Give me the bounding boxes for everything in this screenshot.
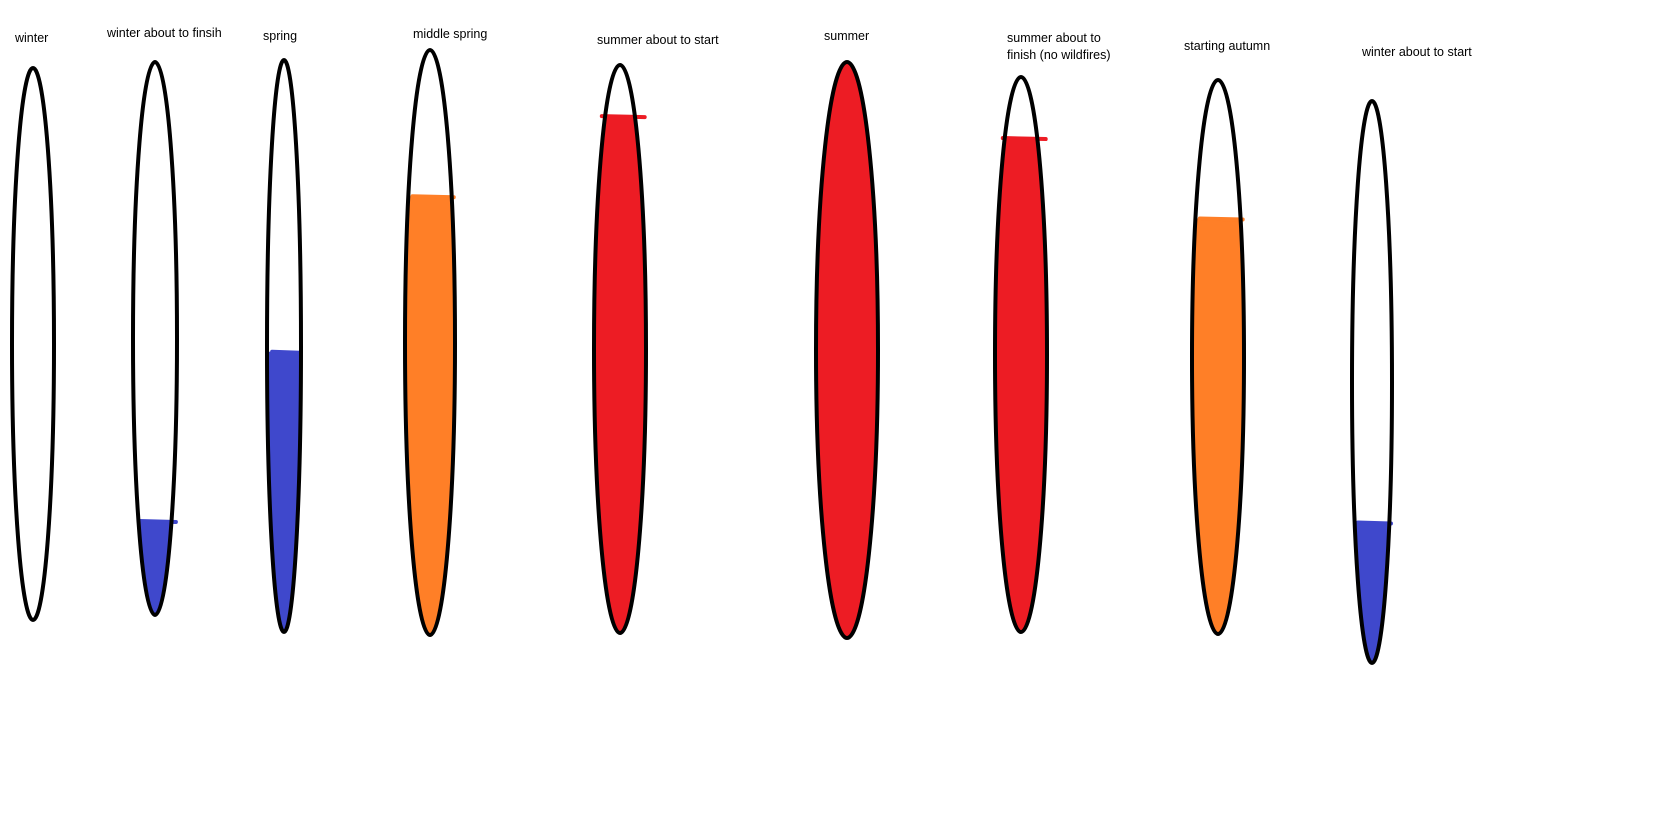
temperature-fill xyxy=(816,62,878,638)
season-label: summer xyxy=(824,28,869,45)
thermometer-outline xyxy=(592,63,648,635)
level-line xyxy=(1356,520,1393,526)
thermometer-outline xyxy=(993,75,1049,634)
thermometer-9 xyxy=(1350,99,1394,665)
season-label-line: summer xyxy=(824,29,870,43)
season-label-line: winter about to start xyxy=(1362,45,1472,59)
season-label-line: summer about to start xyxy=(597,33,719,47)
season-label-line: starting autumn xyxy=(1184,39,1271,53)
level-line xyxy=(1197,216,1245,222)
thermometer-1 xyxy=(10,66,56,622)
level-line xyxy=(599,114,647,120)
thermometer-outline xyxy=(1190,78,1246,636)
season-label-line: middle spring xyxy=(413,27,488,41)
season-label: summer about to finish (no wildfires) xyxy=(1007,30,1111,64)
season-label: spring xyxy=(263,28,297,45)
level-line xyxy=(410,194,456,200)
thermometer-outline xyxy=(1350,99,1394,665)
level-line xyxy=(270,349,303,355)
thermometer-outline xyxy=(814,60,880,640)
temperature-fill xyxy=(405,196,455,635)
thermometer-outline xyxy=(131,60,179,617)
season-label-line: finish (no wildfires) xyxy=(1007,48,1111,62)
season-label: starting autumn xyxy=(1184,38,1270,55)
season-label: middle spring xyxy=(413,26,487,43)
thermometer-5 xyxy=(592,63,648,635)
season-label-line: summer about to xyxy=(1007,31,1101,45)
season-label: winter about to finsih xyxy=(107,25,222,42)
season-label: winter xyxy=(15,30,48,47)
season-label-line: winter about to finsih xyxy=(107,26,222,40)
thermometer-4 xyxy=(403,48,457,637)
season-label-line: spring xyxy=(263,29,298,43)
thermometer-outline xyxy=(10,66,56,622)
temperature-fill xyxy=(1192,218,1244,634)
season-label: winter about to start xyxy=(1362,44,1472,61)
thermometer-7 xyxy=(993,75,1049,634)
temperature-fill xyxy=(133,520,177,615)
season-label: summer about to start xyxy=(597,32,719,49)
thermometer-3 xyxy=(265,58,303,634)
thermometer-6 xyxy=(814,60,880,640)
thermometer-outline xyxy=(403,48,457,637)
season-label-line: winter xyxy=(15,31,49,45)
thermometer-outline xyxy=(265,58,303,634)
thermometer-2 xyxy=(131,60,179,617)
thermometer-8 xyxy=(1190,78,1246,636)
